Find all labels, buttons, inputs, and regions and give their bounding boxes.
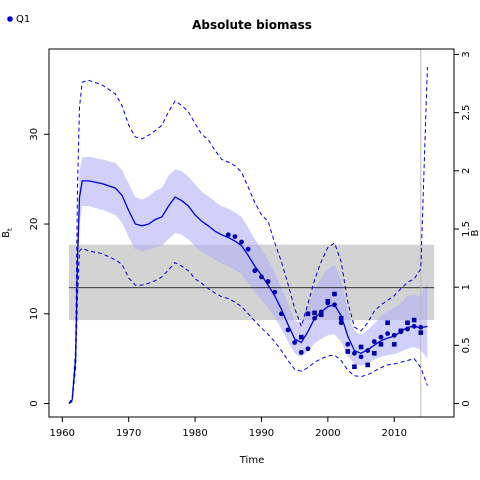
q1-second-point bbox=[372, 350, 377, 356]
chart-title: Absolute biomass bbox=[192, 18, 312, 32]
y2-axis-title: B bbox=[470, 229, 480, 236]
q1-point bbox=[418, 324, 424, 330]
q1-point bbox=[358, 354, 364, 360]
y-tick-label: 10 bbox=[29, 307, 40, 320]
q1-second-point bbox=[358, 344, 364, 350]
y-tick-label: 30 bbox=[29, 128, 40, 141]
q1-second-point bbox=[385, 320, 390, 326]
q1-point bbox=[265, 279, 271, 284]
y2-tick-label: 2.5 bbox=[461, 105, 472, 121]
q1-second-point bbox=[345, 349, 351, 354]
q1-second-point bbox=[312, 310, 317, 316]
q1-point bbox=[285, 327, 291, 333]
q1-point bbox=[259, 274, 264, 280]
q1-point bbox=[391, 332, 397, 338]
legend-marker-q1 bbox=[7, 16, 13, 22]
q1-second-point bbox=[352, 364, 357, 370]
q1-point bbox=[252, 268, 258, 274]
y-tick-label: 0 bbox=[29, 400, 40, 406]
y2-tick-label: 3 bbox=[461, 51, 472, 57]
q1-second-point bbox=[305, 311, 311, 317]
q1-point bbox=[305, 346, 311, 352]
y2-tick-label: 2 bbox=[461, 168, 472, 174]
q1-point bbox=[225, 232, 231, 238]
q1-point bbox=[352, 350, 357, 356]
q1-second-point bbox=[365, 362, 370, 368]
q1-second-point bbox=[338, 315, 344, 321]
q1-second-point bbox=[405, 320, 410, 326]
x-tick-label: 2000 bbox=[315, 428, 340, 439]
y-axis-title: Bt bbox=[1, 228, 14, 238]
q1-second-point bbox=[318, 312, 324, 317]
plot-area bbox=[68, 49, 435, 417]
upper-95-line bbox=[68, 66, 428, 404]
x-tick-label: 2010 bbox=[382, 428, 407, 439]
q1-point bbox=[405, 326, 410, 332]
q1-second-point bbox=[378, 341, 384, 347]
y2-tick-label: 0 bbox=[461, 400, 472, 406]
y2-tick-label: 1 bbox=[461, 284, 472, 290]
y-axis-title-main: B bbox=[1, 231, 12, 238]
y-axis-title-subscript: t bbox=[6, 228, 14, 231]
q1-point bbox=[332, 302, 337, 308]
x-axis-title: Time bbox=[239, 455, 264, 466]
q1-point bbox=[365, 348, 371, 353]
plot-frame bbox=[48, 48, 455, 418]
q1-second-point bbox=[418, 330, 424, 335]
x-tick-label: 1990 bbox=[249, 428, 274, 439]
q1-point bbox=[338, 320, 344, 326]
x-tick-label: 1970 bbox=[116, 428, 141, 439]
axes: 1960 1970 1980 1990 2000 2010 0 10 20 30 0 0.5 1 1.5 2… bbox=[29, 51, 472, 439]
y-tick-label: 20 bbox=[29, 218, 40, 231]
y2-tick-label: 1.5 bbox=[461, 221, 472, 237]
q1-point bbox=[239, 239, 244, 245]
q1-point bbox=[411, 323, 417, 329]
q1-point bbox=[371, 339, 377, 345]
q1-second-point bbox=[298, 334, 304, 340]
q1-second-point bbox=[391, 341, 397, 347]
lower-95-line bbox=[68, 247, 428, 404]
q1-point bbox=[345, 341, 351, 347]
q1-point bbox=[272, 289, 278, 295]
q1-point bbox=[298, 349, 304, 355]
q1-second-point bbox=[325, 298, 331, 304]
q1-point bbox=[245, 246, 251, 252]
q1-point bbox=[278, 311, 284, 317]
q1-point bbox=[232, 234, 238, 239]
q1-second-point bbox=[332, 291, 337, 297]
legend-label-q1: Q1 bbox=[16, 14, 30, 25]
q1-point bbox=[385, 331, 391, 336]
q1-second-point bbox=[398, 328, 404, 334]
q1-point bbox=[292, 340, 298, 345]
q1-point bbox=[378, 334, 384, 340]
legend: Q1 bbox=[7, 14, 30, 25]
x-tick-label: 1960 bbox=[50, 428, 75, 439]
y2-tick-label: 0.5 bbox=[461, 337, 472, 353]
q1-second-point bbox=[411, 317, 417, 323]
x-tick-label: 1980 bbox=[182, 428, 207, 439]
q1-point bbox=[312, 315, 317, 321]
